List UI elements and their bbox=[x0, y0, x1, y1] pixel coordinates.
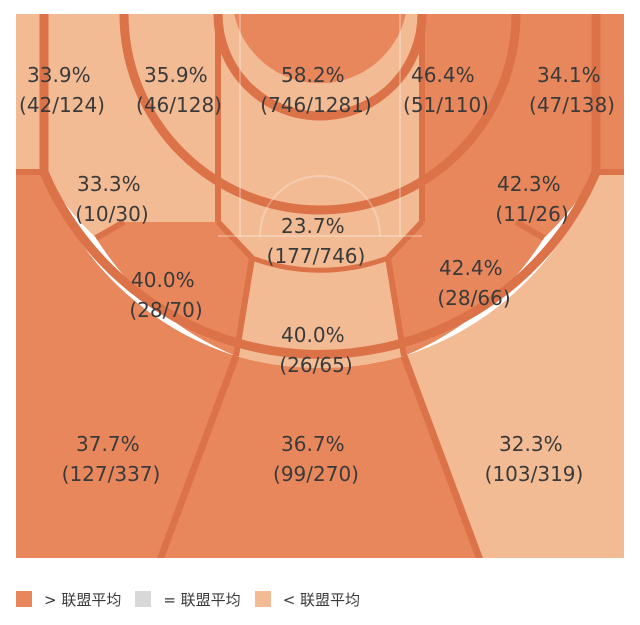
ratio-top-three: (99/270) bbox=[273, 462, 359, 486]
legend-item-equal: = 联盟平均 bbox=[135, 589, 241, 610]
ratio-top-key-midrange: (26/65) bbox=[279, 353, 352, 377]
faint-court-markings bbox=[218, 14, 422, 237]
left-elbow-divider-line bbox=[215, 219, 255, 261]
label-right-midrange-baseline: 46.4% (51/110) bbox=[403, 63, 489, 117]
right-elbow-divider-line bbox=[385, 219, 425, 261]
pct-left-corner-three: 33.9% bbox=[27, 63, 91, 87]
ratio-left-midrange-baseline: (46/128) bbox=[136, 93, 222, 117]
ratio-left-elbow-midrange: (28/70) bbox=[129, 298, 202, 322]
free-throw-semicircle bbox=[259, 175, 381, 237]
label-right-wing-three: 32.3% (103/319) bbox=[485, 432, 584, 486]
rim-area-arc-line bbox=[213, 14, 427, 121]
left-wing-divider-line bbox=[94, 219, 126, 241]
legend-swatch-below bbox=[254, 591, 271, 607]
zone-right-corner-three bbox=[596, 14, 624, 172]
zone-left-wing-three bbox=[16, 172, 236, 558]
pct-right-wing-midrange: 42.3% bbox=[497, 172, 561, 196]
label-top-three: 36.7% (99/270) bbox=[273, 432, 359, 486]
free-throw-circle-line bbox=[251, 255, 389, 273]
zone-top-key-midrange bbox=[236, 258, 404, 368]
left-key-divider-line bbox=[233, 257, 255, 357]
label-free-throw-midrange: 23.7% (177/746) bbox=[267, 214, 366, 268]
court-lines bbox=[16, 14, 624, 558]
ratio-left-wing-three: (127/337) bbox=[62, 462, 161, 486]
zone-left-elbow-midrange bbox=[96, 222, 252, 356]
pct-right-corner-three: 34.1% bbox=[537, 63, 601, 87]
ratio-paint: (746/1281) bbox=[260, 93, 371, 117]
legend-label-below: < 联盟平均 bbox=[282, 590, 361, 609]
legend-swatch-equal bbox=[135, 591, 152, 607]
zone-right-wing-midrange bbox=[516, 14, 596, 238]
pct-top-key-midrange: 40.0% bbox=[281, 323, 345, 347]
label-paint: 58.2% (746/1281) bbox=[260, 63, 371, 117]
label-left-midrange-baseline: 35.9% (46/128) bbox=[136, 63, 222, 117]
ratio-right-elbow-midrange: (28/66) bbox=[437, 286, 510, 310]
legend-label-equal: = 联盟平均 bbox=[163, 590, 241, 609]
pct-left-elbow-midrange: 40.0% bbox=[131, 268, 195, 292]
right-key-divider-line bbox=[385, 257, 407, 357]
pct-free-throw-midrange: 23.7% bbox=[281, 214, 345, 238]
zone-left-corner-three bbox=[16, 14, 44, 172]
pct-left-wing-three: 37.7% bbox=[76, 432, 140, 456]
label-left-wing-three: 37.7% (127/337) bbox=[62, 432, 161, 486]
ratio-left-wing-midrange: (10/30) bbox=[75, 202, 148, 226]
legend-item-above: > 联盟平均 bbox=[16, 589, 121, 610]
ratio-left-corner-three: (42/124) bbox=[19, 93, 105, 117]
zone-top-three bbox=[160, 356, 480, 558]
ratio-free-throw-midrange: (177/746) bbox=[267, 244, 366, 268]
label-right-elbow-midrange: 42.4% (28/66) bbox=[437, 256, 510, 310]
label-right-wing-midrange: 42.3% (11/26) bbox=[495, 172, 568, 226]
ratio-right-midrange-baseline: (51/110) bbox=[403, 93, 489, 117]
pct-right-midrange-baseline: 46.4% bbox=[411, 63, 475, 87]
right-three-divider-line bbox=[400, 354, 483, 558]
restricted-arc-line bbox=[119, 14, 521, 215]
three-point-arc-line bbox=[39, 14, 601, 359]
ratio-right-wing-midrange: (11/26) bbox=[495, 202, 568, 226]
pct-paint: 58.2% bbox=[281, 63, 345, 87]
pct-right-elbow-midrange: 42.4% bbox=[439, 256, 503, 280]
label-right-corner-three: 34.1% (47/138) bbox=[529, 63, 615, 117]
ratio-right-wing-three: (103/319) bbox=[485, 462, 584, 486]
label-left-corner-three: 33.9% (42/124) bbox=[19, 63, 105, 117]
pct-right-wing-three: 32.3% bbox=[499, 432, 563, 456]
legend-item-below: < 联盟平均 bbox=[254, 589, 361, 610]
legend: > 联盟平均 = 联盟平均 < 联盟平均 bbox=[16, 588, 374, 610]
right-wing-divider-line bbox=[514, 219, 546, 241]
ratio-right-corner-three: (47/138) bbox=[529, 93, 615, 117]
zone-right-elbow-midrange bbox=[388, 222, 544, 356]
pct-left-midrange-baseline: 35.9% bbox=[144, 63, 208, 87]
left-three-divider-line bbox=[157, 354, 240, 558]
pct-left-wing-midrange: 33.3% bbox=[77, 172, 141, 196]
zone-left-wing-midrange bbox=[44, 14, 124, 238]
zone-right-wing-three bbox=[404, 172, 624, 558]
label-left-elbow-midrange: 40.0% (28/70) bbox=[129, 268, 202, 322]
legend-label-above: > 联盟平均 bbox=[44, 590, 122, 609]
zone-labels: 33.9% (42/124) 35.9% (46/128) 58.2% (746… bbox=[19, 63, 615, 486]
zone-paint bbox=[234, 14, 406, 84]
pct-top-three: 36.7% bbox=[281, 432, 345, 456]
label-left-wing-midrange: 33.3% (10/30) bbox=[75, 172, 148, 226]
label-top-key-midrange: 40.0% (26/65) bbox=[279, 323, 352, 377]
legend-swatch-above bbox=[16, 591, 32, 607]
